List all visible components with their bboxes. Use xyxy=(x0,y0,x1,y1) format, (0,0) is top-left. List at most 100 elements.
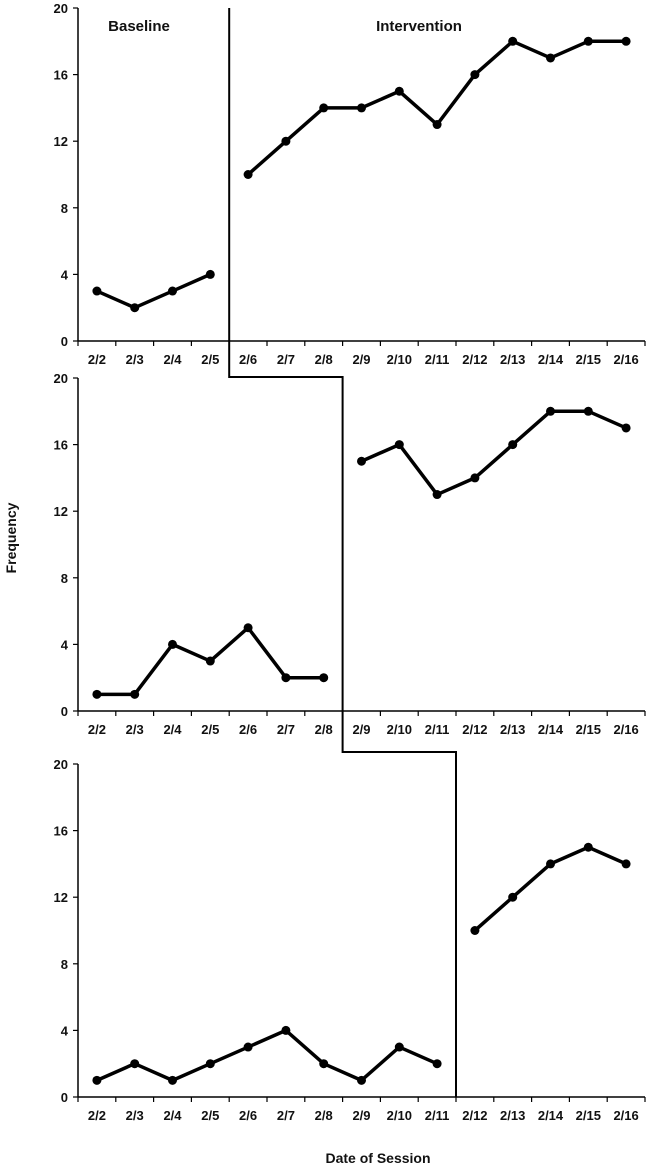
panel-2-x-tick-label: 2/10 xyxy=(387,722,412,737)
panel-1-y-tick-label: 0 xyxy=(61,334,68,349)
panel-3-baseline-point xyxy=(281,1025,291,1035)
panel-3-baseline-point xyxy=(243,1042,253,1052)
panel-3-y-tick-label: 4 xyxy=(61,1023,69,1038)
panel-1-intervention-line xyxy=(246,39,627,176)
panel-3-y-tick-label: 20 xyxy=(54,757,68,772)
panel-1-y-tick-label: 12 xyxy=(54,134,68,149)
panel-1-y-tick-label: 20 xyxy=(54,1,68,16)
panel-3-x-tick-label: 2/14 xyxy=(538,1108,564,1123)
panel-1-intervention-point xyxy=(357,103,366,113)
panel-1-intervention-point xyxy=(546,53,555,63)
panel-2-baseline-point xyxy=(205,656,215,666)
panel-1-intervention-point xyxy=(394,86,404,96)
panel-3-baseline-point xyxy=(92,1075,102,1085)
panel-3-x-tick-label: 2/15 xyxy=(576,1108,601,1123)
panel-3-intervention-point xyxy=(546,859,555,869)
panel-1-x-tick-label: 2/3 xyxy=(126,352,144,367)
panel-2-x-tick-label: 2/15 xyxy=(576,722,601,737)
panel-3-y-tick-label: 0 xyxy=(61,1090,68,1105)
panel-2-x-tick-label: 2/7 xyxy=(277,722,295,737)
panel-2-intervention-point xyxy=(394,440,404,450)
panel-2-y-tick-label: 20 xyxy=(54,371,68,386)
panel-2-x-tick-label: 2/3 xyxy=(126,722,144,737)
panel-3-x-tick-label: 2/13 xyxy=(500,1108,525,1123)
panel-2-intervention-point xyxy=(470,473,480,483)
panel-2-y-tick-label: 4 xyxy=(61,637,69,652)
panel-1-x-tick-label: 2/11 xyxy=(425,352,450,367)
panel-1-y-tick-label: 8 xyxy=(61,201,68,216)
panel-3-x-tick-label: 2/9 xyxy=(352,1108,370,1123)
panel-2-x-tick-label: 2/5 xyxy=(201,722,219,737)
panel-1-baseline-point xyxy=(205,269,215,279)
panel-2-baseline-point xyxy=(281,673,291,683)
panel-2-y-tick-label: 16 xyxy=(54,438,68,453)
panel-3-y-tick-label: 12 xyxy=(54,890,68,905)
panel-2-intervention-point xyxy=(546,406,555,416)
panel-2-x-tick-label: 2/13 xyxy=(500,722,525,737)
panel-2-x-tick-label: 2/4 xyxy=(163,722,182,737)
panel-3-baseline-line xyxy=(96,1028,438,1083)
panel-3-x-tick-label: 2/12 xyxy=(462,1108,487,1123)
panel-1-x-tick-label: 2/2 xyxy=(88,352,106,367)
panel-1-intervention-point xyxy=(319,103,329,113)
panel-1-x-tick-label: 2/6 xyxy=(239,352,257,367)
panel-2-intervention-point xyxy=(621,423,631,433)
intervention-phase-label: Intervention xyxy=(376,18,462,35)
panel-3-baseline-point xyxy=(357,1075,366,1085)
panel-1-x-tick-label: 2/9 xyxy=(352,352,370,367)
panel-1-x-tick-label: 2/5 xyxy=(201,352,219,367)
panel-1-intervention-point xyxy=(621,36,631,46)
panel-3-x-tick-label: 2/8 xyxy=(315,1108,333,1123)
panel-2-x-tick-label: 2/16 xyxy=(613,722,638,737)
panel-2-intervention-point xyxy=(432,490,442,500)
panel-3-intervention-point xyxy=(583,842,593,852)
panel-3-x-tick-label: 2/7 xyxy=(277,1108,295,1123)
panel-3-intervention-point xyxy=(470,926,480,935)
panel-3-x-tick-label: 2/16 xyxy=(613,1108,638,1123)
panel-1-intervention-point xyxy=(281,136,291,146)
panel-3-intervention-point xyxy=(508,892,518,902)
panel-2-x-tick-label: 2/9 xyxy=(352,722,370,737)
panel-3-x-tick-label: 2/2 xyxy=(88,1108,106,1123)
panel-1-intervention-point xyxy=(470,70,480,80)
panel-2-baseline-point xyxy=(168,639,177,649)
panel-1-x-tick-label: 2/13 xyxy=(500,352,525,367)
panel-1-x-tick-label: 2/4 xyxy=(163,352,182,367)
panel-2-intervention-point xyxy=(508,440,518,450)
panel-3-baseline-point xyxy=(205,1059,215,1069)
plot-area: 0 4 8 12 16 20 2/2 2/3 2/4 2/5 2/6 2/7 2/8 2/9 2/10 2/1… xyxy=(54,1,646,1123)
panel-2-x-tick-label: 2/8 xyxy=(315,722,333,737)
panel-3-baseline-point xyxy=(432,1059,442,1069)
panel-1-x-tick-label: 2/7 xyxy=(277,352,295,367)
panel-3-x-tick-label: 2/6 xyxy=(239,1108,257,1123)
panel-2-intervention-point xyxy=(357,456,366,466)
panel-2-x-tick-label: 2/11 xyxy=(425,722,450,737)
panel-2-intervention-line xyxy=(360,409,627,497)
panel-1-baseline-line xyxy=(96,272,212,310)
baseline-phase-label: Baseline xyxy=(108,18,170,35)
panel-2-y-tick-label: 8 xyxy=(61,571,68,586)
panel-3-y-tick-label: 16 xyxy=(54,824,68,839)
panel-2-baseline-point xyxy=(243,623,253,633)
panel-3-intervention-point xyxy=(621,859,631,869)
panel-1-y-tick-label: 16 xyxy=(54,68,68,83)
panel-2-baseline-point xyxy=(130,689,140,699)
panel-3-x-tick-label: 2/10 xyxy=(387,1108,412,1123)
panel-3-baseline-point xyxy=(319,1059,329,1069)
panel-3-baseline-point xyxy=(130,1059,140,1069)
panel-1-x-tick-label: 2/8 xyxy=(315,352,333,367)
panel-1-x-tick-label: 2/15 xyxy=(576,352,601,367)
panel-2-y-tick-label: 0 xyxy=(61,704,68,719)
panel-1-baseline-point xyxy=(168,286,177,296)
panel-1-x-tick-label: 2/16 xyxy=(613,352,638,367)
panel-1-x-tick-label: 2/14 xyxy=(538,352,564,367)
y-axis-title: Frequency xyxy=(3,502,19,573)
panel-2-baseline-point xyxy=(319,673,329,683)
panel-2-baseline-point xyxy=(92,689,102,699)
phase-change-line xyxy=(228,8,457,1097)
panel-3-x-tick-label: 2/11 xyxy=(425,1108,450,1123)
panel-2-intervention-point xyxy=(583,406,593,416)
panel-2-x-tick-label: 2/6 xyxy=(239,722,257,737)
panel-1-x-tick-label: 2/10 xyxy=(387,352,412,367)
